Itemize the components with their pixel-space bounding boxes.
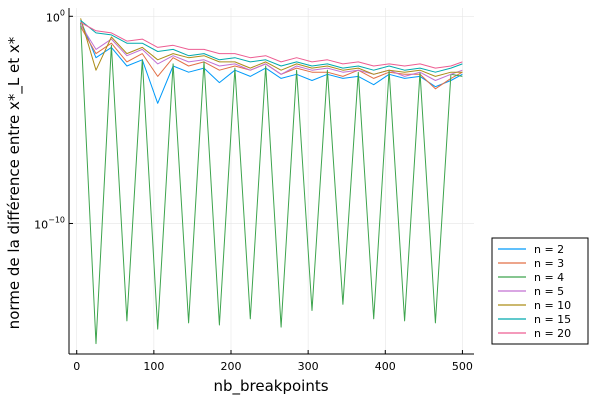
x-tick-label: 100 <box>143 360 164 373</box>
series-lines <box>80 18 463 345</box>
y-tick-label: 10−10 <box>34 215 65 231</box>
grid <box>69 8 474 354</box>
x-axis-title: nb_breakpoints <box>213 377 328 396</box>
series-line-4 <box>80 24 463 81</box>
y-axis-title: norme de la différence entre x*_L et x* <box>5 36 24 329</box>
series-line-6 <box>80 20 463 73</box>
y-tick-label: 100 <box>46 8 65 24</box>
legend: n = 2n = 3n = 4n = 5n = 10n = 15n = 20 <box>491 237 589 345</box>
legend-label: n = 10 <box>534 299 571 312</box>
x-tick-label: 300 <box>298 360 319 373</box>
legend-label: n = 5 <box>534 285 564 298</box>
series-line-1 <box>80 20 463 104</box>
legend-label: n = 4 <box>534 271 564 284</box>
x-tick-label: 500 <box>452 360 473 373</box>
legend-label: n = 15 <box>534 313 571 326</box>
x-tick-label: 200 <box>221 360 242 373</box>
series-line-3 <box>80 22 463 345</box>
legend-label: n = 2 <box>534 243 564 256</box>
axes <box>68 8 474 355</box>
x-tick-label: 0 <box>73 360 80 373</box>
x-tick-label: 400 <box>375 360 396 373</box>
series-line-7 <box>80 22 463 69</box>
legend-label: n = 20 <box>534 327 571 340</box>
tick-labels: 0 100 200 300 400 500 100 10−10 <box>34 8 473 373</box>
legend-label: n = 3 <box>534 257 564 270</box>
series-line-5 <box>80 18 463 77</box>
